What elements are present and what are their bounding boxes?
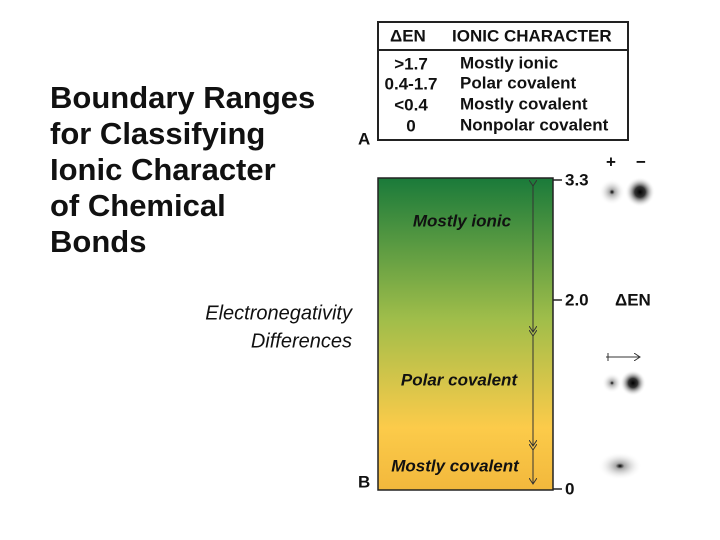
cloud	[620, 370, 646, 396]
title-line: Bonds	[50, 224, 146, 259]
cell: Nonpolar covalent	[460, 115, 609, 134]
title-line: of Chemical	[50, 188, 226, 223]
cloud	[625, 177, 655, 207]
panel-label: A	[358, 129, 370, 148]
panel-label: B	[358, 472, 370, 491]
header-cell: ΔEN	[390, 26, 426, 45]
title-line: for Classifying	[50, 116, 265, 151]
region-label: Polar covalent	[401, 370, 519, 389]
cell: 0.4-1.7	[385, 74, 438, 93]
scale-label: 2.0	[565, 290, 589, 309]
table-border	[377, 21, 629, 141]
cell: 0	[406, 116, 415, 135]
electron-clouds	[598, 177, 655, 480]
gradient-bar	[377, 177, 554, 491]
scale-ticks	[553, 179, 562, 490]
cell: Mostly covalent	[460, 94, 588, 113]
region-label: Mostly covalent	[391, 456, 520, 475]
table: ΔEN IONIC CHARACTER >1.7 Mostly ionic 0.…	[377, 21, 629, 141]
axis-label: Electronegativity	[205, 302, 353, 324]
charge: −	[636, 152, 646, 171]
title: Boundary Ranges for Classifying Ionic Ch…	[50, 80, 315, 259]
region-label: Mostly ionic	[413, 211, 512, 230]
cell: <0.4	[394, 95, 428, 114]
charge: +	[606, 152, 616, 171]
bar: Mostly ionic Polar covalent Mostly coval…	[377, 170, 589, 498]
delta-label: ΔEN	[615, 290, 651, 309]
cloud	[602, 373, 622, 393]
title-line: Boundary Ranges	[50, 80, 315, 115]
cell: Mostly ionic	[460, 53, 558, 72]
cloud	[598, 452, 642, 480]
header-cell: IONIC CHARACTER	[452, 26, 612, 45]
title-line: Ionic Character	[50, 152, 276, 187]
cell: >1.7	[394, 54, 428, 73]
axis-label: Differences	[251, 330, 352, 352]
cloud	[599, 179, 625, 205]
cell: Polar covalent	[460, 73, 577, 92]
scale-label: 3.3	[565, 170, 589, 189]
scale-label: 0	[565, 479, 574, 498]
